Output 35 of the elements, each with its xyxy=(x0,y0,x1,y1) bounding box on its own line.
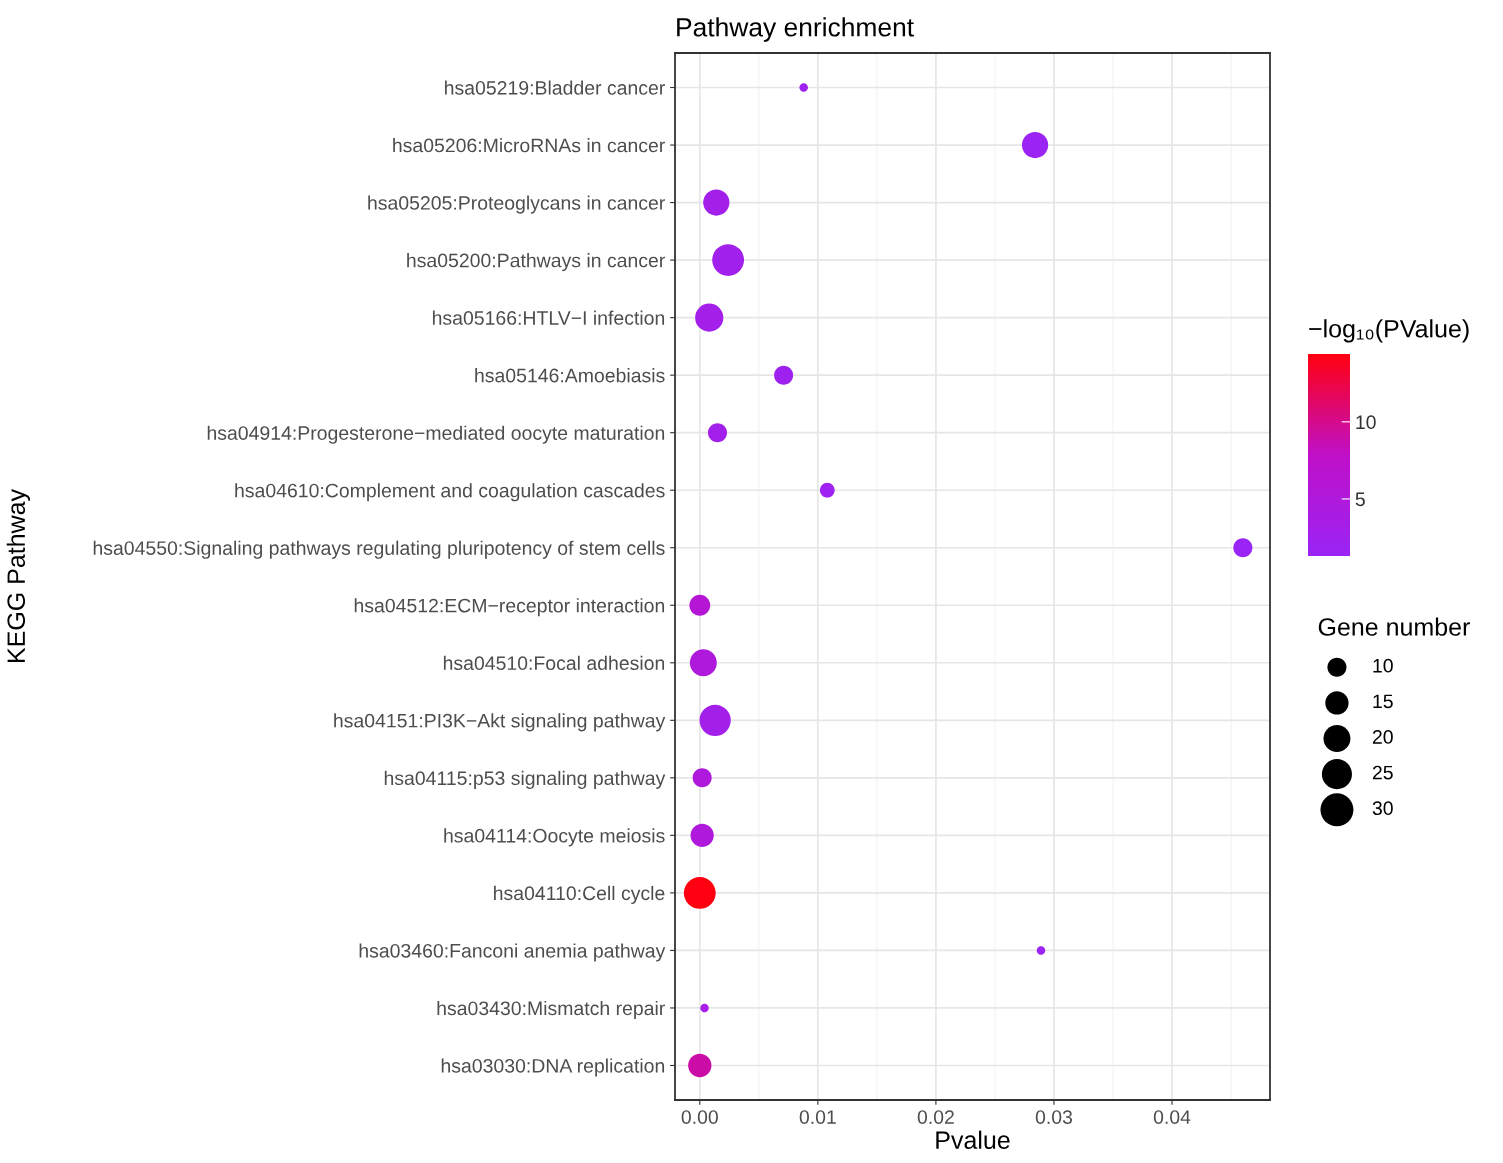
y-tick-label: hsa05146:Amoebiasis xyxy=(475,368,665,383)
color-bar-label: 5 xyxy=(1355,492,1365,507)
chart-title: Pathway enrichment xyxy=(677,17,914,42)
x-tick-label: 0.02 xyxy=(917,1110,954,1124)
color-bar-title: −log₁₀(PValue) xyxy=(1309,319,1469,343)
legend-label: 25 xyxy=(1372,765,1393,780)
x-axis-title: Pvalue xyxy=(936,1130,1010,1149)
legend-label: 10 xyxy=(1373,658,1393,673)
y-tick-label: hsa04550:Signaling pathways regulating pluripotency of stem cells xyxy=(93,540,665,559)
y-tick-label: hsa04512:ECM−receptor interaction xyxy=(354,598,665,617)
y-tick-label: hsa04151:PI3K−Akt signaling pathway xyxy=(334,713,666,732)
legend-title: Gene number xyxy=(1318,617,1470,636)
legend-label: 15 xyxy=(1373,694,1393,709)
y-tick-label: hsa05205:Proteoglycans in cancer xyxy=(368,195,665,214)
x-tick-label: 0.01 xyxy=(799,1110,836,1124)
color-bar-label: 10 xyxy=(1356,415,1376,430)
y-tick-label: hsa03030:DNA replication xyxy=(441,1058,665,1077)
y-tick-label: hsa03460:Fanconi anemia pathway xyxy=(359,943,666,962)
x-tick-label: 0.03 xyxy=(1035,1110,1073,1124)
y-tick-label: hsa05200:Pathways in cancer xyxy=(407,253,665,272)
y-tick-label: hsa04610:Complement and coagulation cascades xyxy=(235,483,665,502)
y-tick-label: hsa04914:Progesterone−mediated oocyte maturation xyxy=(207,425,665,444)
legend-label: 20 xyxy=(1372,730,1393,744)
y-tick-label: hsa05166:HTLV−I infection xyxy=(432,310,665,325)
x-tick-label: 0.00 xyxy=(681,1110,718,1124)
legend-label: 30 xyxy=(1372,801,1393,816)
x-tick-label: 0.04 xyxy=(1153,1110,1191,1124)
y-axis-title: KEGG Pathway xyxy=(6,489,30,662)
y-tick-label: hsa03430:Mismatch repair xyxy=(437,1000,665,1020)
y-tick-label: hsa04115:p53 signaling pathway xyxy=(384,770,666,789)
y-tick-label: hsa05219:Bladder cancer xyxy=(445,80,665,95)
y-tick-label: hsa04114:Oocyte meiosis xyxy=(444,828,665,847)
y-tick-label: hsa04510:Focal adhesion xyxy=(443,655,665,671)
y-tick-label: hsa04110:Cell cycle xyxy=(494,885,665,904)
y-tick-label: hsa05206:MicroRNAs in cancer xyxy=(393,138,665,153)
